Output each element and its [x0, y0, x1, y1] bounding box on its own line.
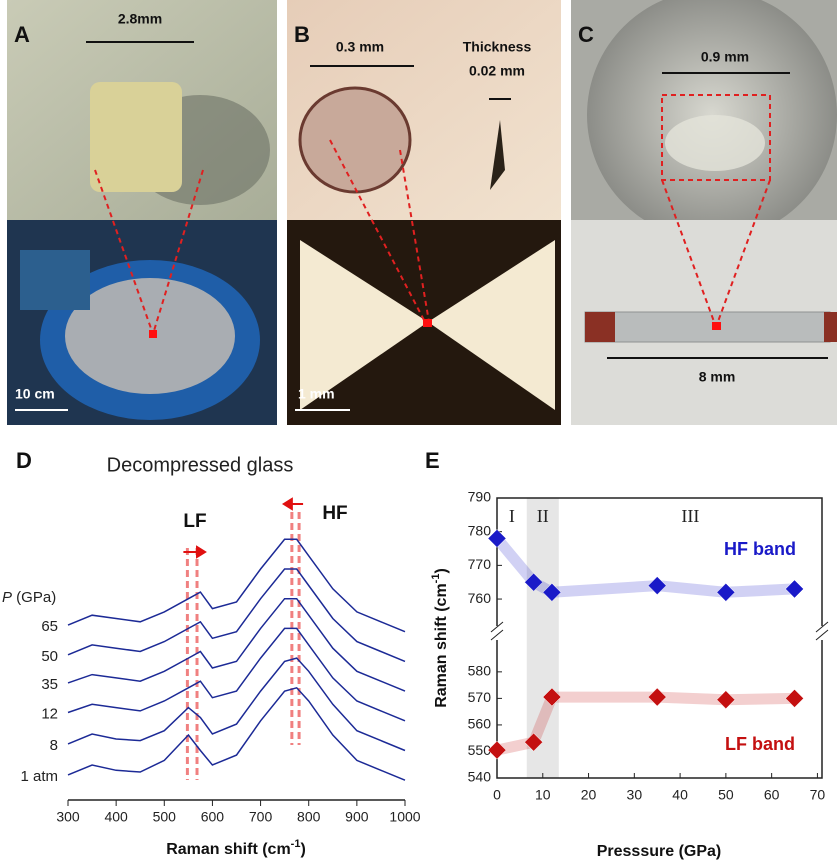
arrow	[284, 499, 303, 509]
y-tick-label: 540	[468, 769, 492, 785]
spectrum	[68, 539, 405, 631]
x-tick-label: 500	[153, 809, 177, 825]
spectrum	[68, 628, 405, 720]
y-axis-label-end: )	[433, 568, 450, 573]
panel-label: D	[16, 448, 32, 473]
series-label: LF band	[725, 734, 795, 754]
y-axis-label: P (GPa)	[2, 589, 56, 606]
x-tick-label: 600	[201, 809, 225, 825]
y-tick-label: 760	[468, 590, 492, 606]
y-tick-label: 560	[468, 716, 492, 732]
scale-label: 1 mm	[298, 386, 335, 402]
data-point	[786, 580, 804, 598]
x-axis-label: Presssure (GPa)	[597, 843, 722, 860]
x-axis-label-end: )	[300, 841, 305, 858]
scale-label: 2.8mm	[118, 11, 162, 27]
series-label: 1 atm	[20, 768, 58, 785]
panel-label: B	[294, 22, 310, 47]
x-tick-label: 300	[56, 809, 80, 825]
spectrum	[68, 599, 405, 691]
figure: A 2.8mm 10 cm B 0.3 mm Thickness 0.02 mm…	[0, 0, 837, 863]
x-tick-label: 700	[249, 809, 273, 825]
x-axis-label: Raman shift (cm-1)	[166, 838, 306, 858]
y-tick-label: 580	[468, 663, 492, 679]
series-label: 12	[41, 706, 58, 723]
panel-label: A	[14, 22, 30, 47]
spectrum	[68, 658, 405, 750]
x-axis-label-main: Raman shift (cm	[166, 841, 290, 858]
x-tick-label: 10	[535, 787, 551, 803]
x-tick-label: 800	[297, 809, 321, 825]
scale-label: 0.3 mm	[336, 39, 384, 55]
x-tick-label: 0	[493, 787, 501, 803]
series-label: 65	[41, 618, 58, 635]
series-label: 50	[41, 648, 58, 665]
x-tick-label: 400	[104, 809, 128, 825]
data-point	[648, 577, 666, 595]
series-label: HF band	[724, 539, 796, 559]
thickness-label: 0.02 mm	[469, 63, 525, 79]
scale-label: 10 cm	[15, 386, 55, 402]
x-tick-label: 60	[764, 787, 780, 803]
y-axis-label-var: P	[2, 589, 12, 606]
x-axis-label-sup: -1	[291, 838, 301, 850]
x-tick-label: 50	[718, 787, 734, 803]
data-point	[717, 583, 735, 601]
data-point	[717, 691, 735, 709]
data-point	[786, 689, 804, 707]
photo-a: A 2.8mm 10 cm	[7, 0, 277, 425]
data-point	[648, 688, 666, 706]
chart-title: Decompressed glass	[107, 454, 294, 476]
y-axis-label-unit: (GPa)	[12, 589, 56, 606]
y-tick-label: 770	[468, 556, 492, 572]
x-tick-label: 30	[627, 787, 643, 803]
spectrum	[68, 569, 405, 661]
photo-b: B 0.3 mm Thickness 0.02 mm 1 mm	[287, 0, 561, 425]
panel-label: E	[425, 448, 440, 473]
x-tick-label: 20	[581, 787, 597, 803]
scale-label: 0.9 mm	[701, 49, 749, 65]
panel-label: C	[578, 22, 594, 47]
x-tick-label: 900	[345, 809, 369, 825]
scale-label: 8 mm	[699, 369, 736, 385]
region-label: II	[537, 506, 549, 526]
y-axis-label: Raman shift (cm-1)	[430, 568, 450, 708]
y-tick-label: 790	[468, 489, 492, 505]
thickness-title: Thickness	[463, 39, 532, 55]
spectrum	[68, 688, 405, 780]
x-tick-label: 40	[672, 787, 688, 803]
region-label: III	[681, 506, 699, 526]
y-axis-label-main: Raman shift (cm	[433, 583, 450, 707]
region-label: I	[509, 506, 515, 526]
photo-c: C 0.9 mm 8 mm	[571, 0, 837, 425]
x-tick-label: 1000	[389, 809, 420, 825]
series-label: 8	[50, 737, 58, 754]
y-axis-label-sup: -1	[430, 574, 442, 584]
series-label: 35	[41, 676, 58, 693]
y-tick-label: 570	[468, 689, 492, 705]
x-tick-label: 70	[810, 787, 826, 803]
annotation: HF	[322, 503, 347, 524]
y-tick-label: 780	[468, 522, 492, 538]
annotation: LF	[183, 511, 206, 532]
